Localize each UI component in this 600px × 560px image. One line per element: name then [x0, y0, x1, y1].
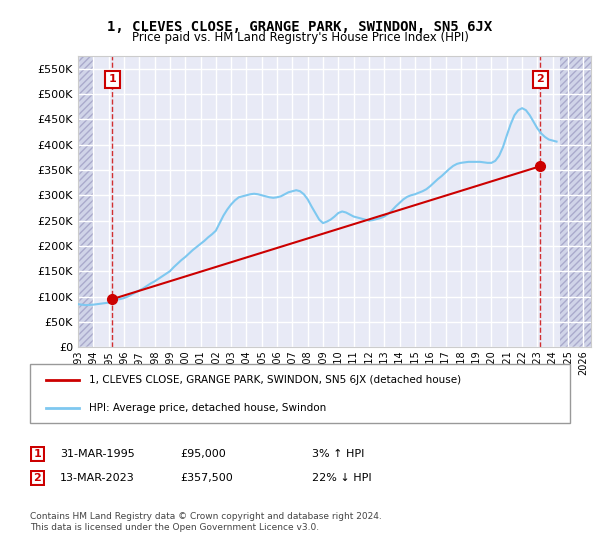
Text: Contains HM Land Registry data © Crown copyright and database right 2024.
This d: Contains HM Land Registry data © Crown c…	[30, 512, 382, 532]
Text: 1: 1	[34, 449, 41, 459]
FancyBboxPatch shape	[30, 364, 570, 423]
Text: £357,500: £357,500	[180, 473, 233, 483]
Text: 31-MAR-1995: 31-MAR-1995	[60, 449, 135, 459]
Text: 3% ↑ HPI: 3% ↑ HPI	[312, 449, 364, 459]
FancyBboxPatch shape	[31, 447, 44, 461]
Text: 13-MAR-2023: 13-MAR-2023	[60, 473, 135, 483]
Text: 2: 2	[536, 74, 544, 85]
Text: 1: 1	[109, 74, 116, 85]
Text: Price paid vs. HM Land Registry's House Price Index (HPI): Price paid vs. HM Land Registry's House …	[131, 31, 469, 44]
Text: £95,000: £95,000	[180, 449, 226, 459]
Text: 22% ↓ HPI: 22% ↓ HPI	[312, 473, 371, 483]
Text: 1, CLEVES CLOSE, GRANGE PARK, SWINDON, SN5 6JX (detached house): 1, CLEVES CLOSE, GRANGE PARK, SWINDON, S…	[89, 375, 461, 385]
Text: 2: 2	[34, 473, 41, 483]
Text: HPI: Average price, detached house, Swindon: HPI: Average price, detached house, Swin…	[89, 403, 326, 413]
Bar	[560, 56, 591, 347]
FancyBboxPatch shape	[31, 470, 44, 485]
Bar	[78, 56, 94, 347]
Text: 1, CLEVES CLOSE, GRANGE PARK, SWINDON, SN5 6JX: 1, CLEVES CLOSE, GRANGE PARK, SWINDON, S…	[107, 20, 493, 34]
